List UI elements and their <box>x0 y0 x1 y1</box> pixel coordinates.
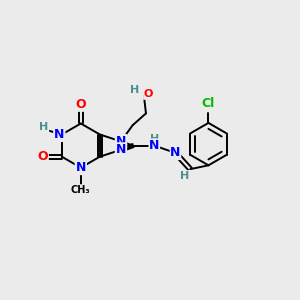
Text: N: N <box>76 161 86 174</box>
Text: N: N <box>116 135 126 148</box>
Text: H: H <box>39 122 49 132</box>
Text: Cl: Cl <box>202 97 215 110</box>
Text: N: N <box>170 146 181 159</box>
Text: O: O <box>37 150 48 163</box>
Text: N: N <box>54 128 64 141</box>
Text: H: H <box>180 171 190 181</box>
Text: O: O <box>144 89 153 99</box>
Text: N: N <box>116 143 126 156</box>
Text: H: H <box>150 134 159 144</box>
Text: CH₃: CH₃ <box>71 185 91 195</box>
Text: O: O <box>76 98 86 111</box>
Text: H: H <box>130 85 140 95</box>
Text: N: N <box>149 139 160 152</box>
